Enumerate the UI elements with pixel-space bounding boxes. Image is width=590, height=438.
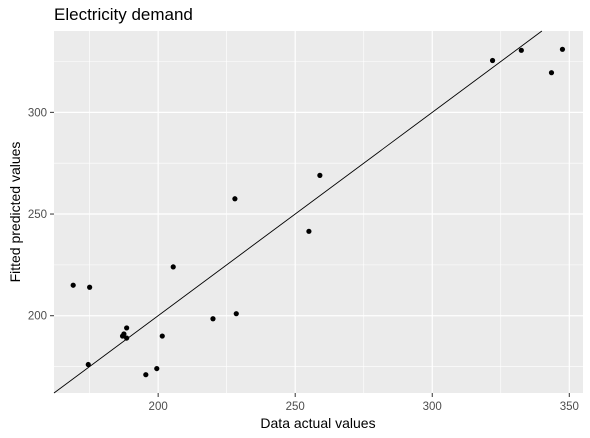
data-point: [154, 365, 160, 372]
data-point: [518, 47, 524, 53]
y-tick-label: 200: [28, 311, 47, 323]
y-axis-ticks: 200 250 300: [28, 107, 54, 323]
data-point: [317, 172, 323, 178]
chart-title: Electricity demand: [54, 5, 193, 24]
data-point: [559, 46, 566, 52]
y-tick-label: 250: [28, 209, 47, 221]
data-point: [306, 228, 312, 234]
major-gridlines: [54, 31, 583, 393]
data-point: [121, 331, 127, 337]
minor-gridlines: [54, 31, 583, 393]
identity-reference-line: [53, 30, 543, 394]
data-point: [210, 316, 216, 322]
data-point: [143, 372, 149, 378]
data-point: [87, 284, 93, 290]
x-tick-label: 250: [286, 401, 305, 413]
data-point: [170, 264, 176, 270]
data-point: [232, 196, 238, 202]
data-point: [159, 333, 165, 339]
data-point: [85, 361, 91, 368]
data-point: [124, 325, 130, 331]
x-tick-label: 350: [560, 401, 579, 413]
x-axis-ticks: 200 250 300 350: [149, 393, 579, 413]
y-tick-label: 300: [28, 107, 47, 119]
x-tick-label: 300: [423, 401, 442, 413]
plot-panel: [54, 31, 583, 393]
data-points: [70, 46, 566, 378]
data-point: [489, 57, 496, 64]
data-point: [70, 282, 76, 288]
data-point: [548, 70, 555, 76]
x-axis-title: Data actual values: [260, 415, 375, 431]
x-tick-label: 200: [149, 401, 168, 413]
data-point: [124, 335, 130, 341]
data-point: [233, 311, 239, 317]
y-axis-title: Fitted predicted values: [7, 142, 23, 283]
